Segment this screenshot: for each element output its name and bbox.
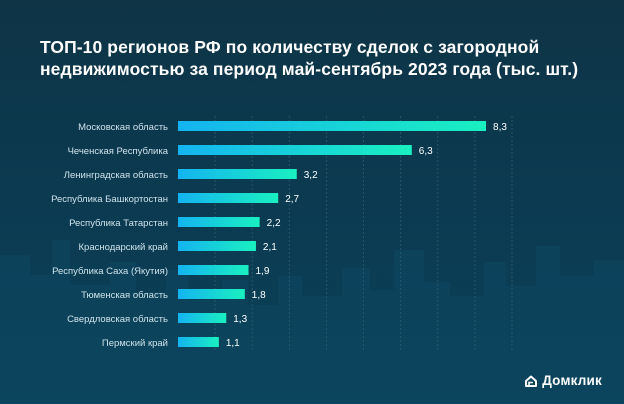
skyline-building — [136, 292, 166, 404]
category-label: Республика Саха (Якутия) — [52, 266, 168, 277]
bar — [178, 337, 219, 347]
category-label: Ленинградская область — [64, 170, 168, 181]
category-label: Республика Башкортостан — [51, 194, 168, 205]
bar-row: Тюменская область 1,8 — [81, 289, 266, 301]
category-label: Пермский край — [102, 338, 168, 349]
value-label: 2,1 — [263, 242, 277, 253]
bar — [178, 217, 260, 227]
category-label: Краснодарский край — [79, 242, 168, 253]
bar — [178, 121, 487, 131]
category-label: Чеченская Республика — [68, 146, 169, 157]
bar — [178, 241, 256, 251]
bar-row: Московская область 8,3 — [78, 121, 507, 133]
skyline-building — [594, 260, 624, 404]
skyline-building — [70, 285, 110, 404]
bar-row: Пермский край 1,1 — [102, 337, 240, 349]
skyline-building — [450, 296, 484, 404]
domclick-logo: Домклик — [524, 373, 602, 388]
bar-row: Республика Саха (Якутия) 1,9 — [52, 265, 270, 277]
value-label: 2,7 — [285, 194, 299, 205]
value-label: 1,3 — [233, 314, 247, 325]
skyline-building — [278, 276, 302, 404]
skyline-building — [484, 262, 506, 404]
value-label: 6,3 — [419, 146, 433, 157]
skyline-building — [370, 290, 394, 404]
chart-title-line-2: недвижимостью за период май-сентябрь 202… — [40, 59, 579, 79]
chart-gridlines — [214, 116, 513, 352]
skyline-building — [52, 240, 70, 404]
city-skyline-decoration — [0, 240, 624, 404]
skyline-building — [30, 275, 52, 404]
bar-row: Чеченская Республика 6,3 — [68, 145, 433, 157]
bar — [178, 289, 245, 299]
skyline-building — [110, 262, 136, 404]
category-label: Тюменская область — [81, 290, 168, 301]
bar-row: Республика Башкортостан 2,7 — [51, 193, 300, 205]
chart-bars: Московская область 8,3 Чеченская Республик… — [51, 121, 507, 349]
bar-row: Республика Татарстан 2,2 — [69, 217, 281, 229]
bar-row: Свердловская область 1,3 — [67, 313, 248, 325]
chart-title-line-1: ТОП-10 регионов РФ по количеству сделок … — [40, 37, 540, 57]
skyline-building — [0, 255, 30, 404]
bar — [178, 265, 249, 275]
skyline-building — [166, 270, 188, 404]
value-label: 8,3 — [493, 122, 507, 133]
brand-name: Домклик — [542, 373, 602, 388]
value-label: 3,2 — [304, 170, 318, 181]
skyline-building — [424, 282, 450, 404]
skyline-building — [302, 296, 342, 404]
category-label: Свердловская область — [67, 314, 168, 325]
skyline-building — [394, 250, 424, 404]
value-label: 1,9 — [256, 266, 270, 277]
house-icon — [525, 375, 538, 387]
skyline-building — [248, 305, 278, 404]
bar-row: Краснодарский край 2,1 — [79, 241, 277, 253]
category-label: Московская область — [78, 122, 168, 133]
skyline-building — [222, 280, 248, 404]
value-label: 2,2 — [267, 218, 281, 229]
bar-row: Ленинградская область 3,2 — [64, 169, 318, 181]
category-label: Республика Татарстан — [69, 218, 168, 229]
value-label: 1,8 — [252, 290, 266, 301]
chart-title: ТОП-10 регионов РФ по количеству сделок … — [40, 36, 600, 80]
skyline-building — [506, 286, 536, 404]
bar — [178, 193, 279, 203]
bar — [178, 313, 227, 323]
skyline-building — [342, 268, 370, 404]
value-label: 1,1 — [226, 338, 240, 349]
skyline-building — [560, 276, 594, 404]
skyline-building — [536, 246, 560, 404]
bar — [178, 145, 412, 155]
bar — [178, 169, 297, 179]
